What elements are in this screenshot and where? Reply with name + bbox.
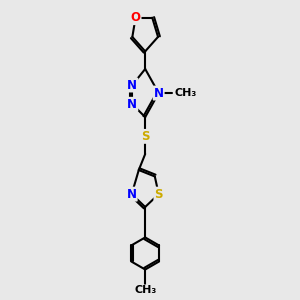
Text: N: N (128, 79, 137, 92)
Text: N: N (127, 188, 137, 201)
Text: CH₃: CH₃ (134, 285, 156, 296)
Text: S: S (154, 188, 163, 201)
Text: S: S (141, 130, 149, 143)
Text: CH₃: CH₃ (174, 88, 196, 98)
Text: N: N (154, 86, 164, 100)
Text: O: O (130, 11, 141, 24)
Text: N: N (128, 98, 137, 111)
